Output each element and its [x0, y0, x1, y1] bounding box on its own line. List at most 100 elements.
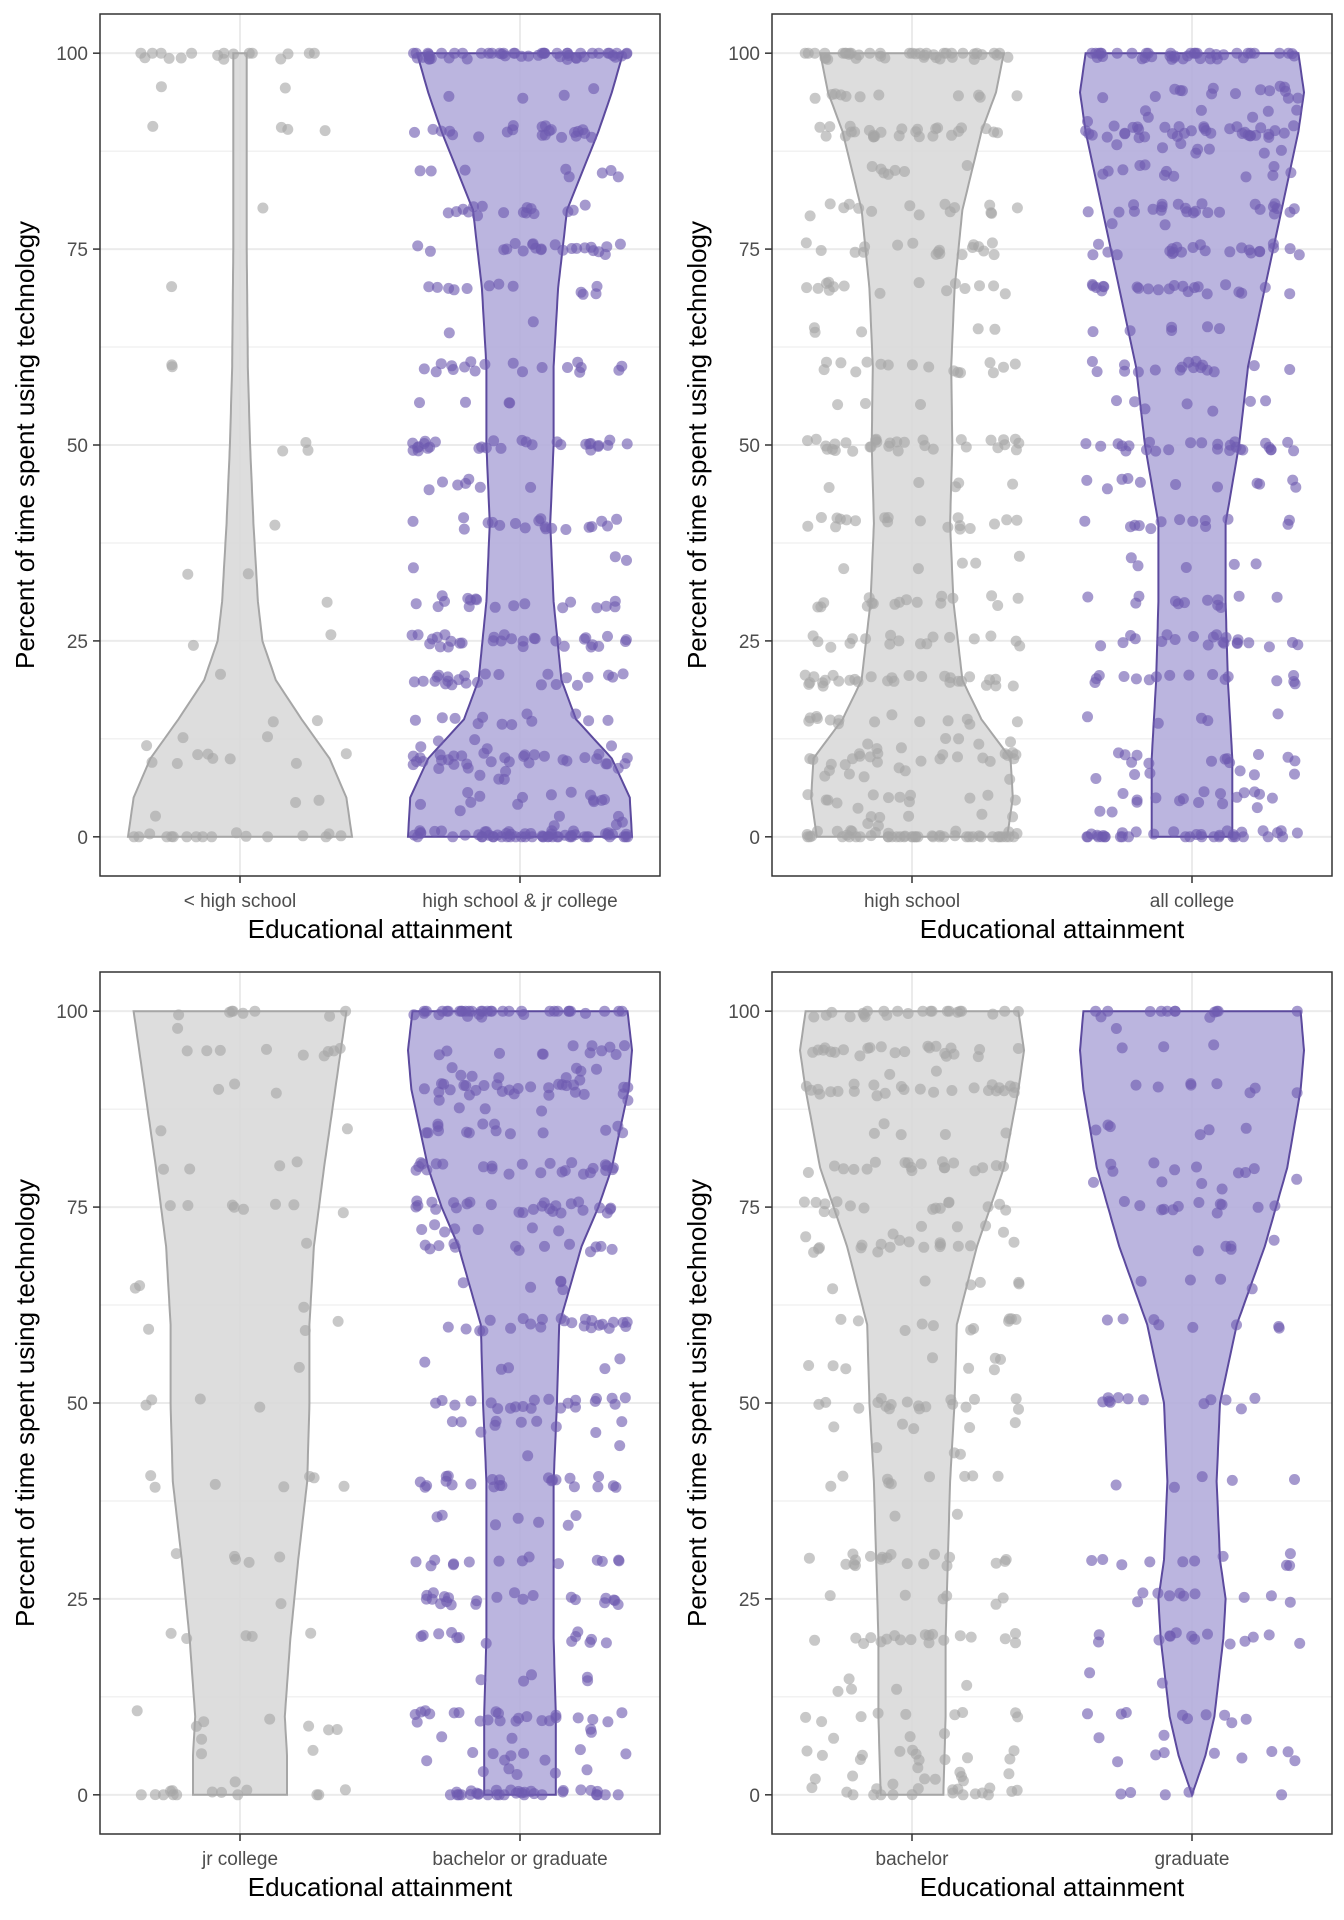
- data-point: [455, 1069, 467, 1081]
- data-point: [818, 1206, 830, 1218]
- data-point: [949, 278, 961, 289]
- data-point: [1206, 755, 1217, 767]
- data-point: [456, 750, 468, 762]
- data-point: [872, 1246, 884, 1258]
- data-point: [546, 831, 558, 843]
- data-point: [974, 91, 986, 103]
- data-point: [1284, 1596, 1296, 1608]
- data-point: [982, 789, 994, 801]
- data-point: [859, 241, 871, 253]
- data-point: [517, 1207, 529, 1219]
- data-point: [1201, 288, 1213, 300]
- data-point: [989, 1352, 1001, 1364]
- data-point: [1087, 280, 1099, 292]
- data-point: [583, 521, 595, 533]
- data-point: [1207, 82, 1219, 94]
- data-point: [913, 1400, 924, 1412]
- data-point: [865, 671, 877, 683]
- data-point: [1258, 147, 1270, 159]
- data-point: [412, 445, 424, 457]
- data-point: [591, 1789, 602, 1801]
- data-point: [1153, 1319, 1165, 1331]
- data-point: [414, 397, 425, 409]
- data-point: [806, 1782, 818, 1794]
- data-point: [181, 1045, 193, 1057]
- data-point: [161, 831, 173, 843]
- data-point: [1112, 1756, 1124, 1768]
- data-point: [325, 629, 337, 641]
- data-point: [1257, 825, 1269, 837]
- data-point: [1009, 358, 1021, 370]
- data-point: [1136, 53, 1148, 65]
- data-point: [963, 1362, 975, 1374]
- data-point: [1188, 631, 1199, 642]
- data-point: [479, 1103, 491, 1115]
- data-point: [585, 1246, 596, 1258]
- data-point: [947, 592, 959, 604]
- data-point: [892, 1005, 904, 1017]
- data-point: [982, 1201, 994, 1213]
- data-point: [478, 747, 490, 759]
- data-point: [1174, 1587, 1186, 1599]
- data-point: [570, 708, 582, 720]
- data-point: [600, 1592, 612, 1604]
- data-point: [843, 198, 855, 210]
- data-point: [985, 434, 997, 446]
- data-point: [617, 668, 629, 680]
- data-point: [1087, 249, 1099, 261]
- data-point: [184, 1163, 196, 1175]
- data-point: [1282, 1746, 1294, 1758]
- data-point: [485, 1199, 497, 1211]
- data-point: [560, 1072, 572, 1084]
- data-point: [939, 1728, 950, 1740]
- data-point: [869, 716, 881, 728]
- data-point: [1176, 85, 1188, 97]
- data-point: [1119, 127, 1131, 139]
- data-point: [560, 163, 572, 175]
- data-point: [457, 47, 469, 59]
- data-point: [1142, 283, 1154, 295]
- data-point: [906, 359, 918, 371]
- data-point: [621, 752, 633, 764]
- data-point: [946, 129, 958, 141]
- data-point: [841, 829, 853, 841]
- data-point: [1177, 280, 1189, 292]
- data-point: [1248, 769, 1260, 781]
- data-point: [928, 49, 940, 61]
- data-point: [964, 1422, 976, 1433]
- data-point: [964, 671, 976, 683]
- data-point: [873, 89, 885, 101]
- data-point: [893, 762, 905, 774]
- data-point: [812, 636, 824, 648]
- data-point: [904, 200, 916, 212]
- data-point: [971, 47, 983, 59]
- data-point: [850, 1632, 862, 1644]
- data-point: [609, 1398, 621, 1410]
- data-point: [835, 1313, 847, 1325]
- data-point: [498, 47, 510, 59]
- data-point: [1091, 366, 1103, 378]
- data-point: [485, 1397, 497, 1409]
- data-point: [1175, 138, 1187, 150]
- data-point: [224, 753, 236, 765]
- data-point: [1254, 203, 1266, 215]
- data-point: [852, 802, 864, 814]
- data-point: [905, 1634, 917, 1646]
- data-point: [443, 90, 455, 102]
- data-point: [889, 164, 901, 176]
- data-point: [433, 1049, 445, 1061]
- data-point: [435, 358, 447, 370]
- data-point: [838, 1044, 849, 1056]
- data-point: [616, 816, 628, 828]
- data-point: [1203, 143, 1215, 155]
- data-point: [965, 1279, 977, 1291]
- data-point: [1132, 121, 1143, 133]
- data-point: [229, 1776, 241, 1788]
- data-point: [194, 1393, 206, 1405]
- data-point: [555, 1207, 567, 1219]
- data-point: [1233, 590, 1245, 602]
- data-point: [942, 521, 954, 533]
- data-point: [1007, 478, 1019, 490]
- data-point: [1185, 125, 1197, 137]
- data-point: [913, 277, 925, 289]
